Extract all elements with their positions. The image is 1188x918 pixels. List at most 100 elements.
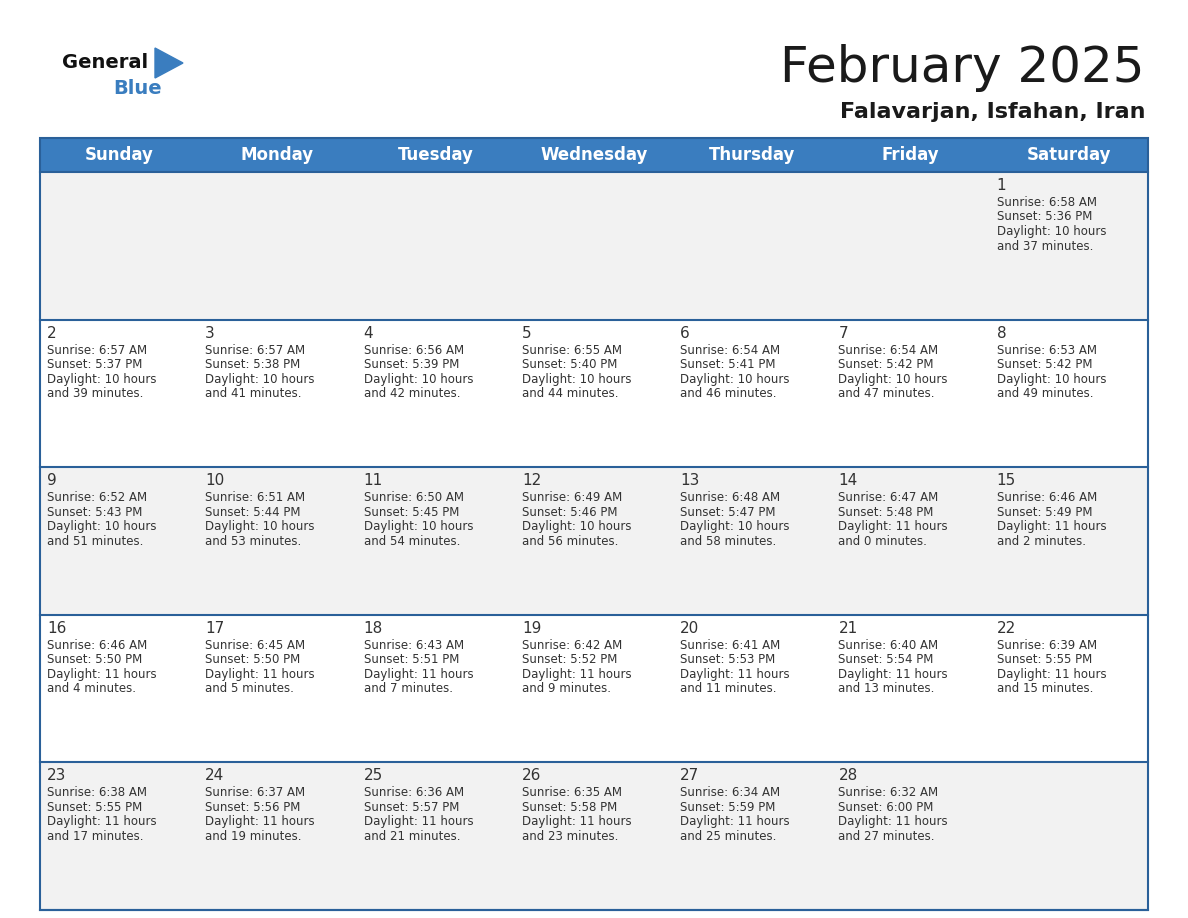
Bar (674, 172, 832, 319)
Text: 16: 16 (48, 621, 67, 636)
Text: Saturday: Saturday (1026, 146, 1111, 164)
Text: 25: 25 (364, 768, 383, 783)
Text: Daylight: 10 hours: Daylight: 10 hours (206, 373, 315, 386)
Text: Sunrise: 6:54 AM: Sunrise: 6:54 AM (839, 343, 939, 356)
Text: Daylight: 11 hours: Daylight: 11 hours (839, 667, 948, 681)
Bar (832, 467, 990, 615)
Text: 17: 17 (206, 621, 225, 636)
Text: Sunset: 5:54 PM: Sunset: 5:54 PM (839, 654, 934, 666)
Text: and 13 minutes.: and 13 minutes. (839, 682, 935, 695)
Bar (40, 138, 1148, 910)
Text: Sunset: 5:38 PM: Sunset: 5:38 PM (206, 358, 301, 371)
Bar (990, 467, 1148, 615)
Text: 20: 20 (681, 621, 700, 636)
Text: and 15 minutes.: and 15 minutes. (997, 682, 1093, 695)
Text: 6: 6 (681, 326, 690, 341)
Bar (198, 319, 356, 467)
Text: Daylight: 10 hours: Daylight: 10 hours (839, 373, 948, 386)
Bar (198, 172, 356, 319)
Text: Sunrise: 6:56 AM: Sunrise: 6:56 AM (364, 343, 463, 356)
Text: Sunset: 5:58 PM: Sunset: 5:58 PM (522, 800, 617, 814)
Text: Daylight: 10 hours: Daylight: 10 hours (681, 521, 790, 533)
Bar (198, 615, 356, 763)
Text: and 44 minutes.: and 44 minutes. (522, 387, 619, 400)
Text: and 27 minutes.: and 27 minutes. (839, 830, 935, 843)
Text: 4: 4 (364, 326, 373, 341)
Text: 22: 22 (997, 621, 1016, 636)
Text: Sunset: 5:42 PM: Sunset: 5:42 PM (839, 358, 934, 371)
Bar (990, 615, 1148, 763)
Text: Sunrise: 6:42 AM: Sunrise: 6:42 AM (522, 639, 623, 652)
Text: Sunset: 5:43 PM: Sunset: 5:43 PM (48, 506, 143, 519)
Text: 13: 13 (681, 473, 700, 488)
Text: Sunset: 5:40 PM: Sunset: 5:40 PM (522, 358, 618, 371)
Text: Daylight: 11 hours: Daylight: 11 hours (681, 815, 790, 828)
Text: and 19 minutes.: and 19 minutes. (206, 830, 302, 843)
Text: Sunrise: 6:57 AM: Sunrise: 6:57 AM (48, 343, 147, 356)
Text: Sunrise: 6:45 AM: Sunrise: 6:45 AM (206, 639, 305, 652)
Text: Daylight: 11 hours: Daylight: 11 hours (48, 667, 157, 681)
Text: and 37 minutes.: and 37 minutes. (997, 240, 1093, 252)
Text: Sunset: 5:39 PM: Sunset: 5:39 PM (364, 358, 459, 371)
Text: Daylight: 11 hours: Daylight: 11 hours (681, 667, 790, 681)
Text: Sunset: 5:37 PM: Sunset: 5:37 PM (48, 358, 143, 371)
Text: and 47 minutes.: and 47 minutes. (839, 387, 935, 400)
Bar (356, 763, 514, 910)
Text: Monday: Monday (241, 146, 314, 164)
Text: Sunset: 5:55 PM: Sunset: 5:55 PM (48, 800, 143, 814)
Text: Daylight: 11 hours: Daylight: 11 hours (997, 667, 1106, 681)
Text: 2: 2 (48, 326, 57, 341)
Text: 15: 15 (997, 473, 1016, 488)
Text: Sunset: 5:59 PM: Sunset: 5:59 PM (681, 800, 776, 814)
Text: Sunset: 5:55 PM: Sunset: 5:55 PM (997, 654, 1092, 666)
Text: and 42 minutes.: and 42 minutes. (364, 387, 460, 400)
Text: 27: 27 (681, 768, 700, 783)
Text: Sunset: 5:50 PM: Sunset: 5:50 PM (48, 654, 143, 666)
Text: Daylight: 11 hours: Daylight: 11 hours (364, 815, 473, 828)
Bar (40, 319, 198, 467)
Bar (674, 467, 832, 615)
Text: Sunrise: 6:51 AM: Sunrise: 6:51 AM (206, 491, 305, 504)
Bar (356, 467, 514, 615)
Text: 5: 5 (522, 326, 531, 341)
Text: and 46 minutes.: and 46 minutes. (681, 387, 777, 400)
Text: and 21 minutes.: and 21 minutes. (364, 830, 460, 843)
Text: and 58 minutes.: and 58 minutes. (681, 534, 777, 548)
Text: Daylight: 10 hours: Daylight: 10 hours (997, 225, 1106, 238)
Text: Daylight: 10 hours: Daylight: 10 hours (681, 373, 790, 386)
Text: Sunrise: 6:50 AM: Sunrise: 6:50 AM (364, 491, 463, 504)
Bar (990, 319, 1148, 467)
Text: General: General (62, 52, 148, 72)
Bar (40, 763, 198, 910)
Text: Sunrise: 6:40 AM: Sunrise: 6:40 AM (839, 639, 939, 652)
Text: 11: 11 (364, 473, 383, 488)
Text: Sunset: 5:49 PM: Sunset: 5:49 PM (997, 506, 1092, 519)
Bar (356, 172, 514, 319)
Text: Daylight: 10 hours: Daylight: 10 hours (522, 373, 631, 386)
Text: Daylight: 10 hours: Daylight: 10 hours (364, 373, 473, 386)
Text: and 2 minutes.: and 2 minutes. (997, 534, 1086, 548)
Text: and 49 minutes.: and 49 minutes. (997, 387, 1093, 400)
Text: Sunset: 5:57 PM: Sunset: 5:57 PM (364, 800, 459, 814)
Text: 18: 18 (364, 621, 383, 636)
Text: 26: 26 (522, 768, 542, 783)
Text: Daylight: 11 hours: Daylight: 11 hours (364, 667, 473, 681)
Text: and 25 minutes.: and 25 minutes. (681, 830, 777, 843)
Text: Sunset: 5:41 PM: Sunset: 5:41 PM (681, 358, 776, 371)
Bar (356, 319, 514, 467)
Text: 12: 12 (522, 473, 541, 488)
Text: and 56 minutes.: and 56 minutes. (522, 534, 618, 548)
Text: and 39 minutes.: and 39 minutes. (48, 387, 144, 400)
Text: Sunrise: 6:35 AM: Sunrise: 6:35 AM (522, 787, 621, 800)
Text: Sunrise: 6:57 AM: Sunrise: 6:57 AM (206, 343, 305, 356)
Text: Sunrise: 6:55 AM: Sunrise: 6:55 AM (522, 343, 621, 356)
Text: Sunset: 5:44 PM: Sunset: 5:44 PM (206, 506, 301, 519)
Text: Sunrise: 6:36 AM: Sunrise: 6:36 AM (364, 787, 463, 800)
Text: and 11 minutes.: and 11 minutes. (681, 682, 777, 695)
Text: Daylight: 10 hours: Daylight: 10 hours (48, 521, 157, 533)
Bar (674, 763, 832, 910)
Text: Sunrise: 6:34 AM: Sunrise: 6:34 AM (681, 787, 781, 800)
Text: Sunset: 6:00 PM: Sunset: 6:00 PM (839, 800, 934, 814)
Bar (990, 763, 1148, 910)
Text: Daylight: 11 hours: Daylight: 11 hours (48, 815, 157, 828)
